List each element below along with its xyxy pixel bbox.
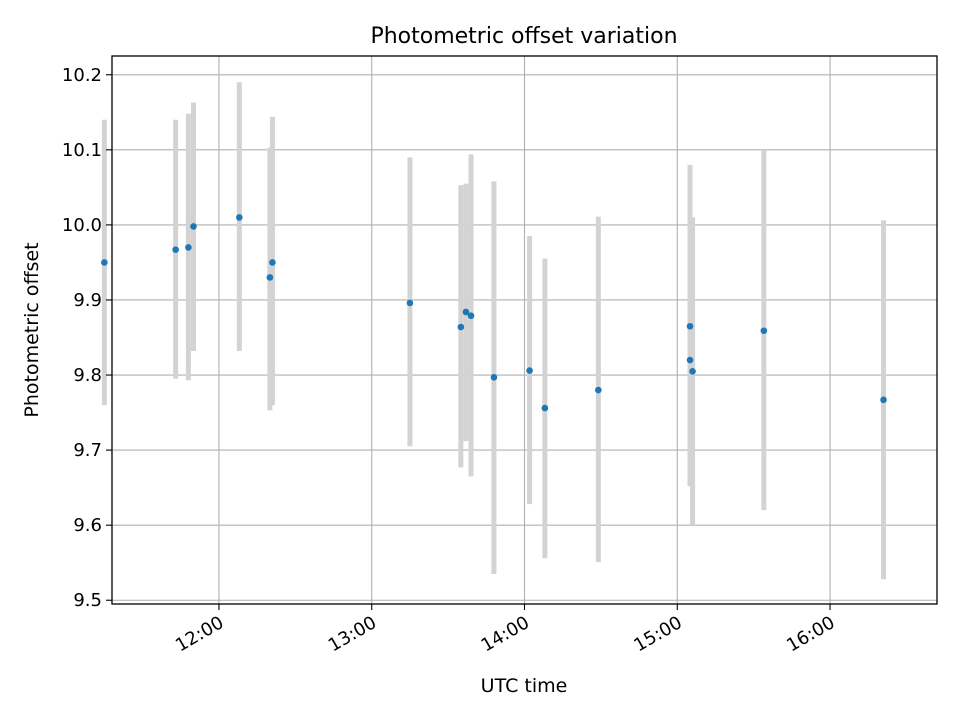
data-point [467,312,475,320]
data-point [190,223,197,230]
y-tick-label: 9.6 [73,515,102,536]
data-point [101,259,108,266]
grid [112,56,937,604]
y-tick-label: 9.7 [73,440,102,461]
data-point [462,308,470,316]
x-axis-label: UTC time [481,675,568,697]
data-point [541,404,549,412]
data-point [760,327,768,335]
data-points [101,214,887,412]
y-tick-label: 9.9 [73,290,102,311]
data-point [880,396,887,404]
data-point [269,259,276,266]
y-tick-label: 10.2 [62,65,102,86]
y-axis-label: Photometric offset [21,242,43,417]
data-point [185,244,192,251]
y-tick-label: 9.8 [73,365,102,386]
y-tick-label: 9.5 [73,590,102,611]
data-point [526,367,533,374]
data-point [686,356,694,364]
data-point [236,214,243,221]
data-point [172,246,179,253]
data-point [457,323,465,331]
data-point [406,299,414,307]
data-point [689,367,696,375]
data-point [595,386,602,394]
data-point [686,322,694,330]
data-point [490,373,498,381]
y-tick-label: 10.0 [62,215,102,236]
chart-title: Photometric offset variation [370,24,677,49]
y-axis-ticks: 9.5 9.6 9.7 9.8 9.9 10.0 10.1 10.2 [62,65,112,611]
y-tick-label: 10.1 [62,140,102,161]
data-point [266,274,274,281]
